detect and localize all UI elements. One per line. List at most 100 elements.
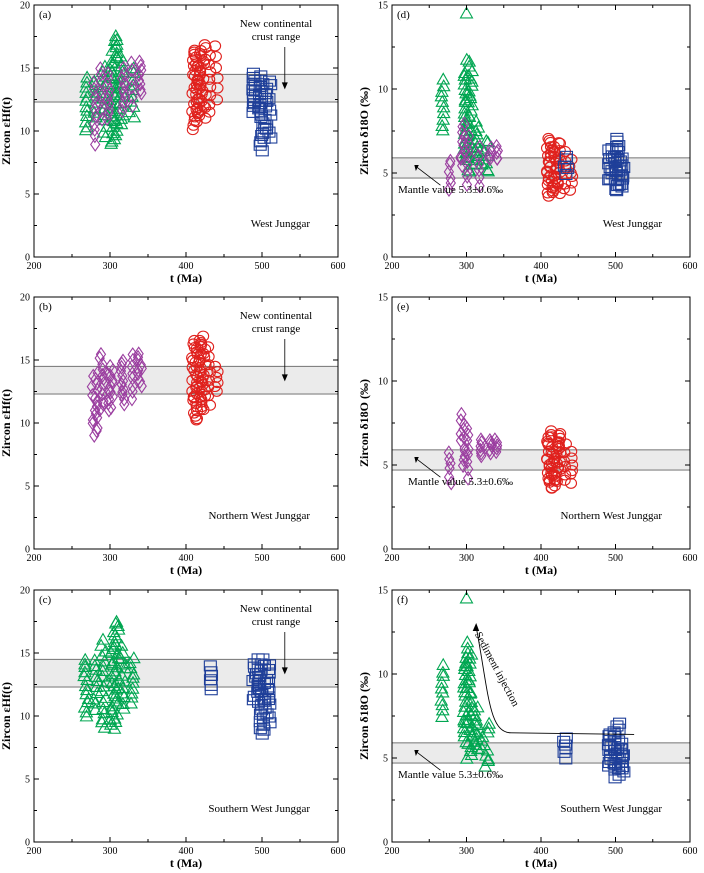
data-point-circle: [565, 452, 578, 464]
band-label: crust range: [252, 616, 301, 628]
data-point-diamond: [88, 368, 99, 384]
data-point-circle: [552, 462, 565, 474]
y-tick-label: 5: [25, 775, 30, 786]
data-point-triangle: [108, 128, 123, 141]
data-point-triangle: [114, 638, 129, 651]
data-point-triangle: [124, 696, 138, 709]
panel-label: (d): [397, 9, 410, 21]
data-point-triangle: [78, 659, 93, 672]
data-point-circle: [211, 366, 224, 378]
series-square: [203, 653, 277, 740]
data-point-triangle: [106, 126, 120, 139]
data-point-triangle: [480, 725, 495, 738]
reference-band: [391, 742, 691, 764]
data-point-diamond: [118, 381, 129, 397]
chart-panel-f: 200 300 400 500 600 0 5 10 15 (f) Southern West Ju…: [357, 586, 698, 871]
data-point-triangle: [109, 32, 124, 45]
y-axis-label: Zircon δ18O (‰): [357, 672, 371, 760]
data-point-square: [262, 667, 276, 679]
data-point-triangle: [96, 632, 110, 645]
data-point-triangle: [481, 721, 496, 734]
data-point-triangle: [95, 663, 110, 677]
data-point-triangle: [113, 651, 128, 664]
data-point-circle: [210, 94, 224, 106]
band-label: New continental: [240, 18, 312, 30]
data-point-triangle: [107, 721, 122, 734]
data-point-circle: [566, 459, 579, 471]
data-point-diamond: [446, 475, 457, 491]
data-point-square: [254, 136, 268, 148]
data-point-square: [262, 676, 276, 688]
y-axis-label: Zircon δ18O (‰): [357, 87, 371, 175]
x-tick-label: 300: [459, 553, 474, 564]
data-point-circle: [204, 90, 217, 102]
series-square: [246, 67, 278, 157]
data-point-triangle: [459, 52, 474, 65]
series-square: [557, 717, 631, 784]
data-point-diamond: [483, 149, 495, 165]
data-point-circle: [204, 81, 217, 93]
data-point-triangle: [89, 679, 104, 693]
data-point-square: [615, 737, 629, 749]
x-tick-label: 200: [27, 553, 42, 564]
data-point-triangle: [435, 123, 450, 136]
data-point-square: [557, 735, 571, 747]
data-point-circle: [209, 360, 222, 372]
x-tick-label: 300: [459, 261, 474, 272]
data-point-square: [246, 67, 260, 79]
y-tick-label: 0: [25, 838, 30, 849]
data-point-triangle: [104, 134, 119, 147]
data-point-diamond: [473, 156, 485, 172]
data-point-diamond: [135, 82, 146, 98]
data-point-diamond: [133, 73, 145, 88]
data-point-triangle: [459, 591, 474, 604]
x-tick-label: 500: [608, 846, 623, 857]
x-axis-label: t (Ma): [170, 563, 202, 577]
data-point-diamond: [126, 79, 138, 95]
reference-band: [391, 157, 691, 179]
data-point-triangle: [96, 701, 111, 715]
data-point-diamond: [126, 55, 137, 71]
data-point-square: [558, 739, 573, 751]
data-point-diamond: [462, 454, 473, 470]
band-arrow-head: [414, 456, 419, 463]
data-point-triangle: [115, 645, 130, 658]
series-circle: [186, 330, 224, 426]
data-point-diamond: [489, 432, 501, 448]
data-point-diamond: [132, 352, 144, 368]
data-point-triangle: [469, 114, 484, 127]
data-point-circle: [554, 428, 567, 440]
x-tick-label: 600: [331, 553, 346, 564]
data-point-diamond: [107, 373, 118, 389]
data-point-triangle: [115, 680, 130, 694]
x-tick-label: 500: [608, 553, 623, 564]
data-point-circle: [552, 429, 565, 441]
data-point-circle: [203, 106, 216, 118]
y-tick-label: 10: [20, 127, 30, 138]
data-point-diamond: [462, 157, 473, 173]
data-point-circle: [565, 445, 578, 457]
data-point-triangle: [77, 668, 92, 682]
x-tick-label: 200: [27, 261, 42, 272]
x-tick-label: 300: [103, 846, 118, 857]
data-point-triangle: [94, 715, 109, 728]
data-point-triangle: [108, 88, 123, 101]
data-point-triangle: [80, 70, 95, 83]
data-point-square: [255, 129, 269, 142]
data-point-diamond: [127, 352, 139, 368]
data-point-diamond: [105, 384, 116, 400]
data-point-diamond: [455, 149, 466, 165]
data-point-square: [615, 152, 629, 164]
band-label: Mantle value 5.3±0.6‰: [408, 476, 513, 488]
data-point-circle: [194, 62, 207, 74]
data-point-triangle: [78, 115, 93, 128]
data-point-circle: [563, 184, 577, 196]
data-point-square: [262, 75, 277, 87]
data-point-square: [610, 132, 624, 144]
reference-band: [33, 73, 339, 103]
data-point-square: [253, 708, 268, 720]
data-point-square: [262, 126, 276, 138]
data-point-triangle: [109, 40, 124, 53]
data-point-square: [561, 162, 575, 174]
data-point-triangle: [108, 714, 123, 727]
